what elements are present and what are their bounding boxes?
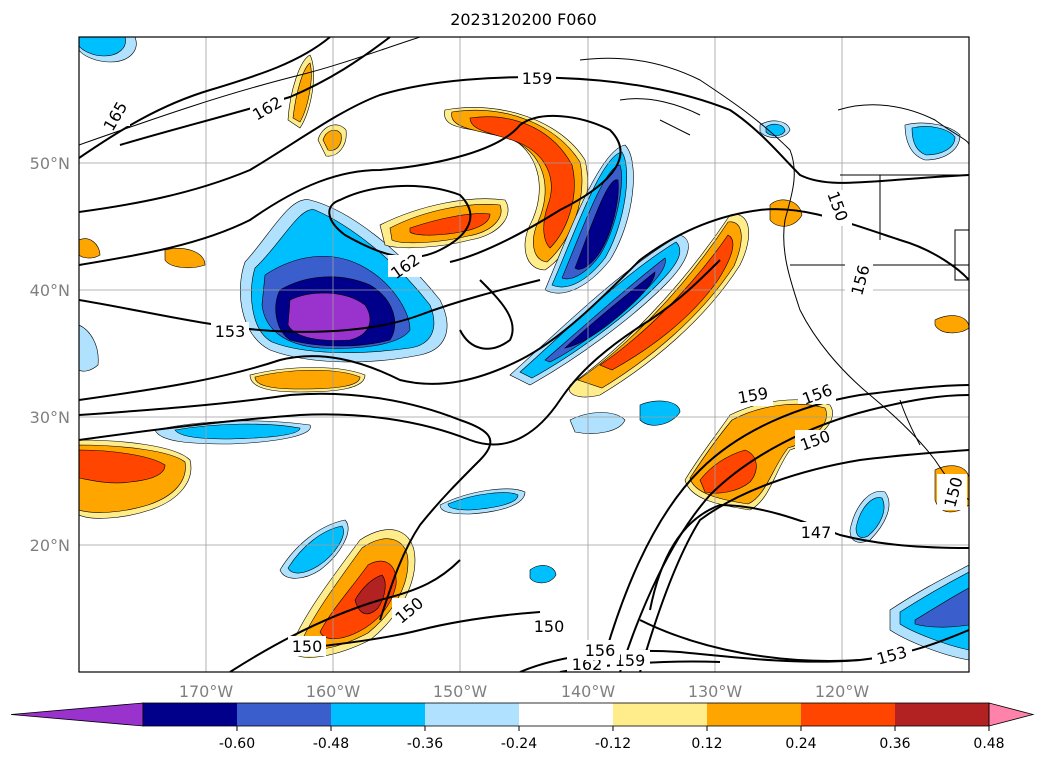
contour-153 — [79, 279, 541, 333]
lat-label: 30°N — [30, 408, 70, 427]
contour-label: 150 — [292, 637, 323, 656]
colorbar-tick-label: 0.48 — [973, 736, 1004, 752]
colorbar-segment — [707, 703, 802, 726]
colorbar-tick-label: -0.24 — [501, 736, 537, 752]
latitude-labels: 50°N 40°N 30°N 20°N — [30, 154, 70, 555]
colorbar-tick-label: -0.36 — [407, 736, 443, 752]
colorbar-segment — [425, 703, 520, 726]
map-area: 165 162 159 162 153 159 156 150 147 150 … — [79, 37, 969, 672]
colorbar-segment — [613, 703, 708, 726]
contour-147 — [649, 503, 969, 611]
contour-156c — [519, 649, 861, 672]
colorbar: -0.60 -0.48 -0.36 -0.24 -0.12 0.12 0.24 0.36 0.4… — [10, 702, 1035, 752]
colorbar-segment — [895, 703, 990, 726]
contour-165 — [79, 37, 331, 159]
lat-label: 40°N — [30, 281, 70, 300]
lon-label: 140°W — [561, 682, 616, 701]
colorbar-segment — [237, 703, 332, 726]
map-title: 2023120200 F060 — [450, 10, 597, 29]
lat-label: 50°N — [30, 154, 70, 173]
contour-wave1 — [79, 392, 492, 621]
colorbar-segment — [143, 703, 238, 726]
contour-156b — [619, 394, 969, 672]
contour-159b — [599, 384, 969, 672]
lat-label: 20°N — [30, 536, 70, 555]
colorbar-tick-label: 0.24 — [785, 736, 816, 752]
graticule — [79, 37, 969, 672]
contour-150c — [229, 559, 461, 672]
colorbar-tick-label: 0.12 — [691, 736, 722, 752]
contour-labels: 165 162 159 162 153 159 156 150 147 150 … — [100, 68, 967, 672]
colorbar-tick-label: 0.36 — [879, 736, 910, 752]
neg-anomaly-060 — [287, 292, 371, 341]
contour-label: 159 — [615, 651, 646, 670]
colorbar-tick-label: -0.12 — [595, 736, 631, 752]
contour-label: 147 — [801, 523, 832, 542]
contour-162b — [328, 184, 472, 259]
contour-wave2 — [79, 259, 721, 446]
contour-label: 153 — [215, 322, 246, 341]
lon-label: 150°W — [433, 682, 488, 701]
colorbar-border — [142, 702, 990, 727]
colorbar-extend-low — [10, 702, 144, 727]
colorbar-segment — [519, 703, 614, 726]
contour-label: 159 — [522, 69, 553, 88]
contour-150b — [639, 449, 969, 672]
colorbar-segment — [331, 703, 426, 726]
contour-156a — [79, 114, 622, 266]
pos-anomaly-arc-red — [469, 116, 575, 249]
lon-label: 170°W — [179, 682, 234, 701]
height-contours — [79, 37, 969, 672]
lon-label: 160°W — [306, 682, 361, 701]
map-border — [78, 36, 970, 673]
colorbar-segment — [801, 703, 896, 726]
contour-label: 156 — [585, 641, 616, 660]
lon-label: 130°W — [688, 682, 743, 701]
coastlines — [79, 37, 969, 501]
colorbar-tick-label: -0.60 — [219, 736, 255, 752]
longitude-labels: 170°W 160°W 150°W 140°W 130°W 120°W — [179, 682, 870, 701]
contour-150d — [289, 611, 541, 651]
colorbar-extend-high — [988, 702, 1035, 727]
shaded-anomalies — [79, 37, 969, 661]
lon-label: 120°W — [815, 682, 870, 701]
contour-label: 150 — [534, 617, 565, 636]
colorbar-tick-label: -0.48 — [313, 736, 349, 752]
contour-low — [459, 279, 514, 350]
